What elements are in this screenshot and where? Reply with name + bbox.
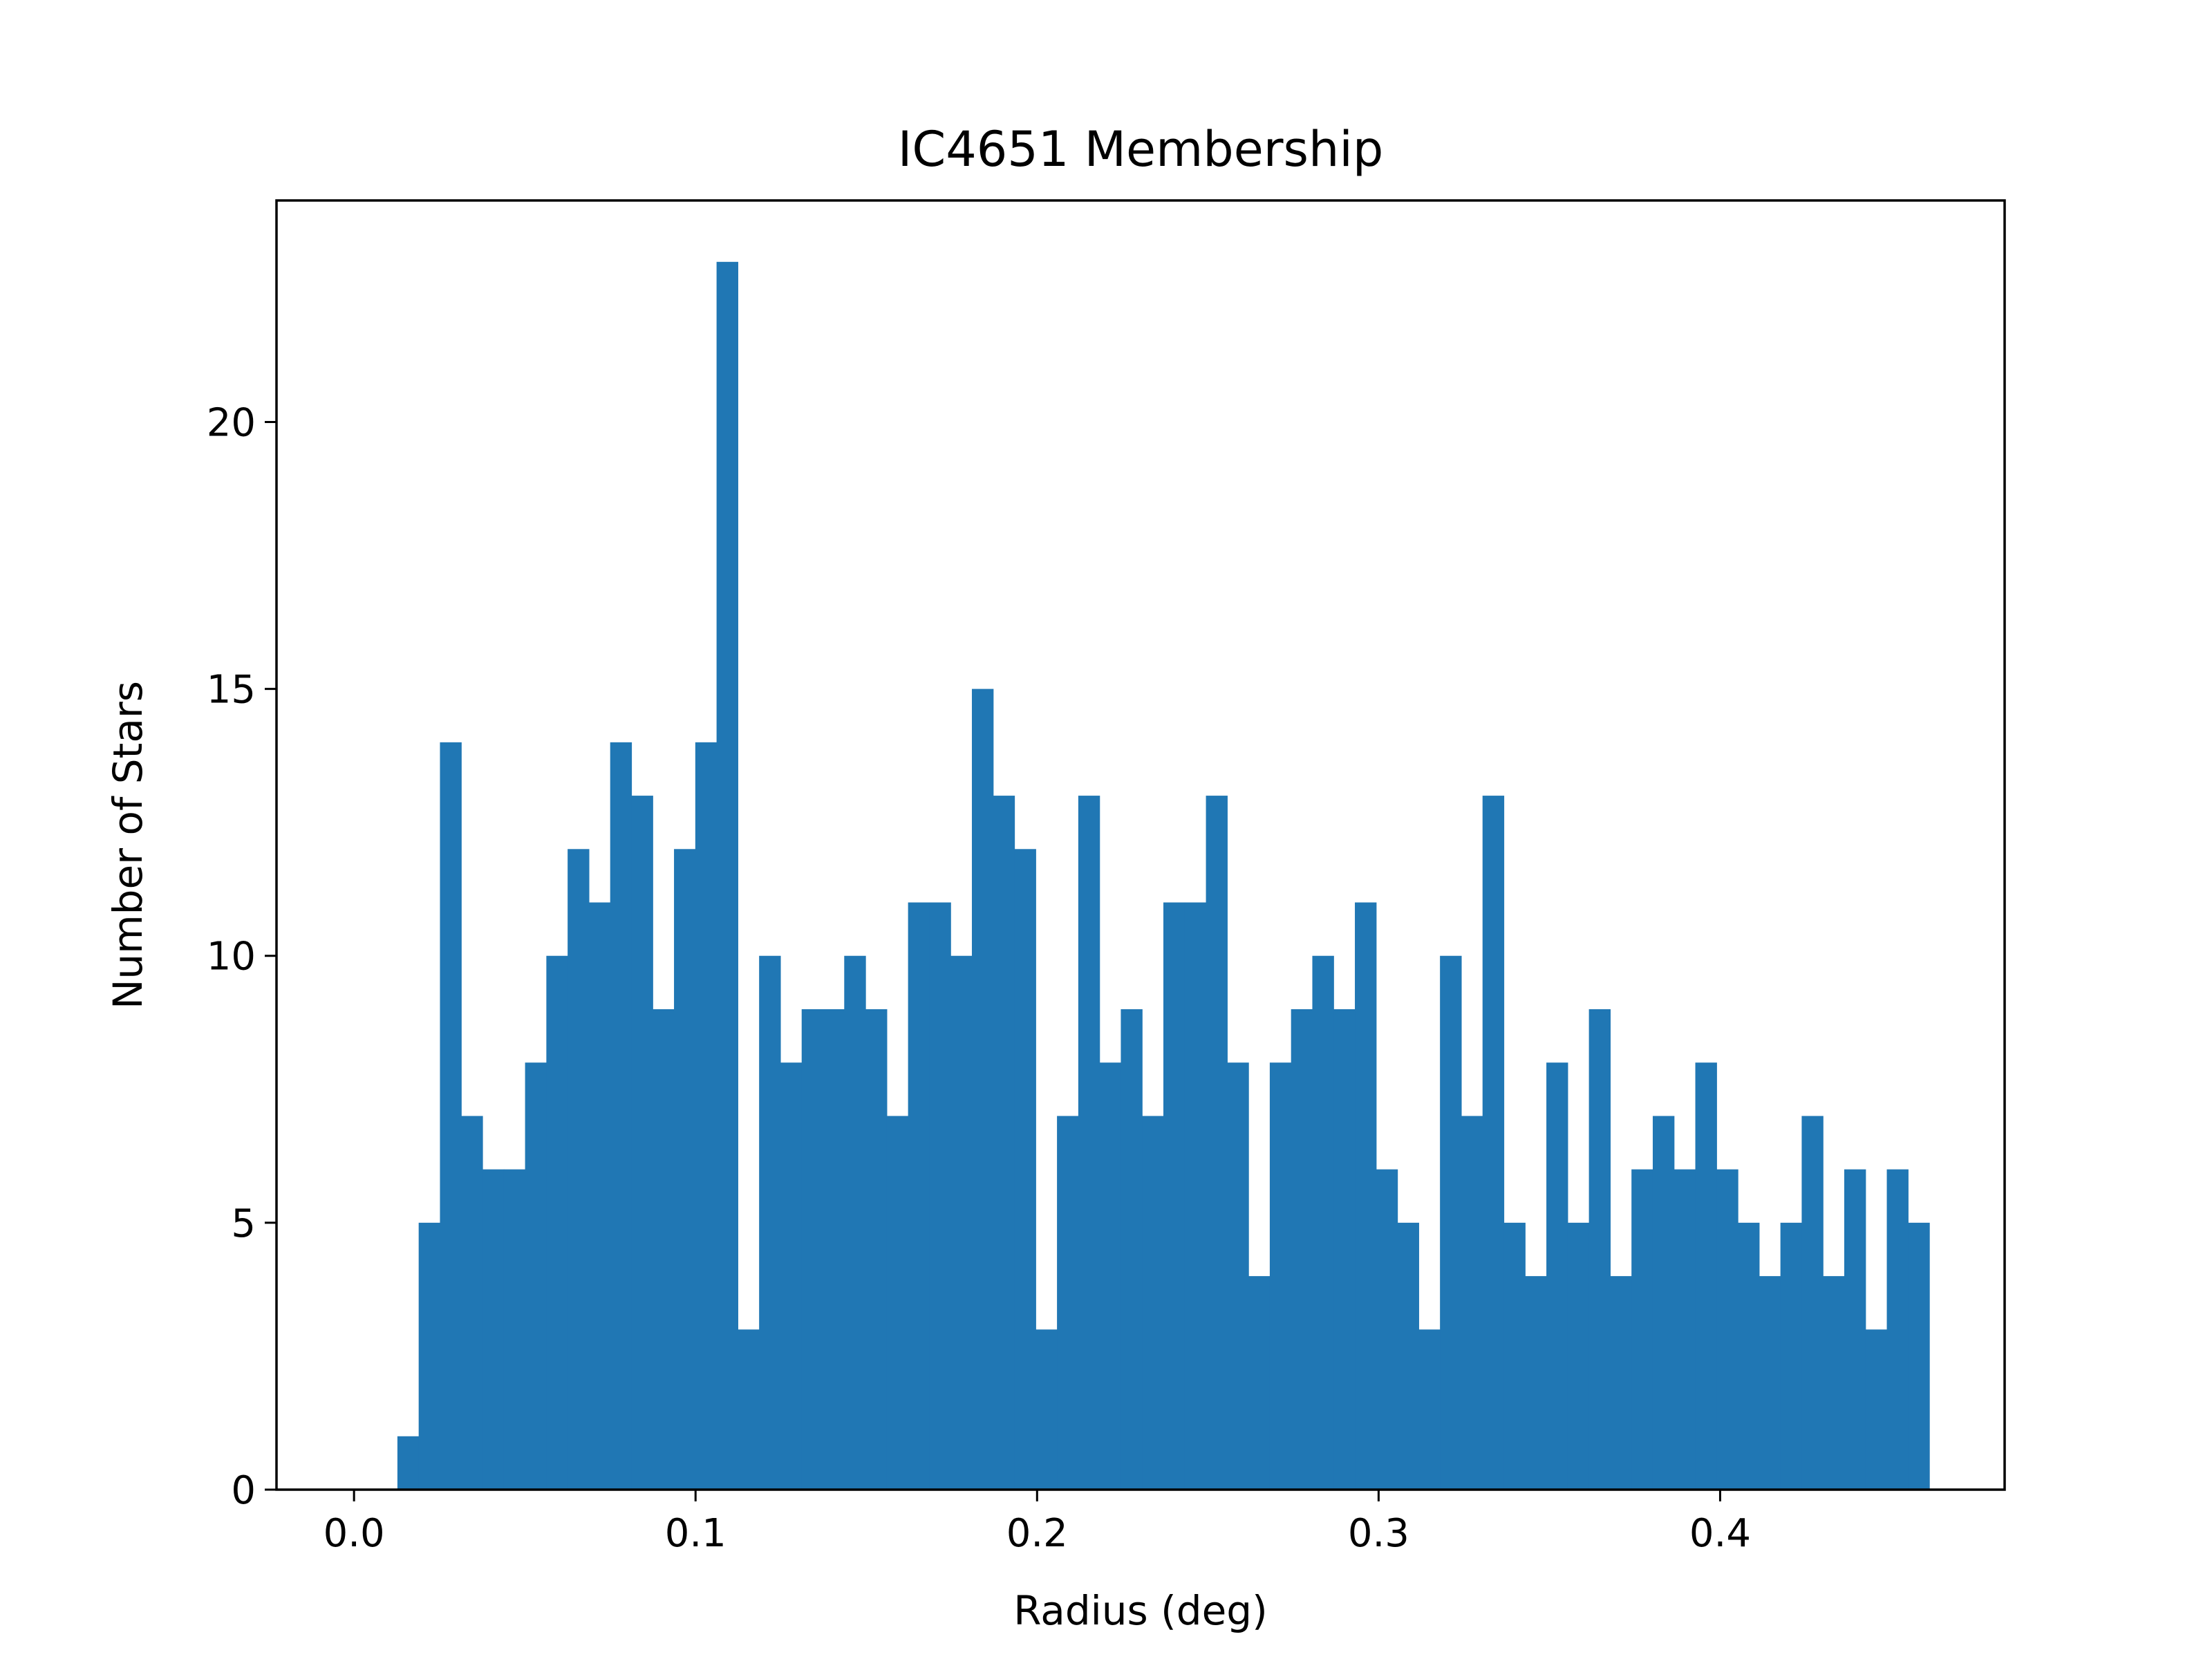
histogram-bar	[1823, 1276, 1845, 1490]
bars-group	[397, 261, 1930, 1490]
histogram-bar	[759, 955, 781, 1490]
histogram-bar	[1376, 1169, 1398, 1490]
histogram-bar	[1291, 1009, 1313, 1490]
histogram-bar	[1461, 1116, 1483, 1490]
histogram-bar	[1312, 955, 1334, 1490]
histogram-bar	[950, 955, 973, 1490]
y-tick-label: 10	[207, 935, 256, 980]
histogram-bar	[588, 902, 611, 1490]
histogram-bar	[1525, 1276, 1547, 1490]
y-tick-label: 15	[207, 668, 256, 713]
y-axis-label: Number of Stars	[104, 681, 151, 1009]
histogram-bar	[1099, 1062, 1122, 1490]
x-axis-label: Radius (deg)	[1013, 1587, 1267, 1634]
x-axis-ticks: 0.0 0.1 0.2 0.3 0.4	[324, 1490, 1751, 1556]
histogram-bar	[674, 849, 696, 1490]
histogram-bar	[1610, 1276, 1632, 1490]
histogram-bar	[971, 688, 994, 1490]
x-tick-label: 0.3	[1348, 1511, 1409, 1556]
histogram-bar	[1355, 902, 1377, 1490]
histogram-bar	[461, 1116, 483, 1490]
histogram-bar	[1035, 1329, 1058, 1490]
histogram-bar	[397, 1436, 420, 1490]
y-axis-ticks: 0 5 10 15 20	[207, 400, 276, 1513]
histogram-bar	[1184, 902, 1207, 1490]
histogram-bar	[1908, 1222, 1930, 1490]
histogram-bar	[631, 796, 653, 1490]
histogram-bar	[1652, 1116, 1675, 1490]
histogram-bar	[865, 1009, 888, 1490]
histogram-bar	[1801, 1116, 1824, 1490]
histogram-bar	[1078, 796, 1100, 1490]
plot-frame	[275, 199, 2006, 1491]
y-tick-label: 20	[207, 400, 256, 445]
histogram-bar	[929, 902, 951, 1490]
histogram-bar	[1780, 1222, 1803, 1490]
histogram-bar	[908, 902, 930, 1490]
histogram-bar	[1227, 1062, 1249, 1490]
x-tick-label: 0.0	[324, 1511, 385, 1556]
histogram-bar	[844, 955, 866, 1490]
histogram-bar	[1567, 1222, 1590, 1490]
histogram-bar	[610, 742, 632, 1490]
histogram-bar	[1057, 1116, 1079, 1490]
histogram-bar	[482, 1169, 505, 1490]
histogram-bar	[886, 1116, 909, 1490]
histogram-bar	[1014, 849, 1036, 1490]
histogram-bar	[1844, 1169, 1866, 1490]
histogram-bar	[1674, 1169, 1696, 1490]
histogram-bar	[823, 1009, 845, 1490]
histogram-bar	[1759, 1276, 1781, 1490]
histogram-bar	[801, 1009, 824, 1490]
histogram-bar	[1248, 1276, 1271, 1490]
histogram-bar	[1588, 1009, 1611, 1490]
x-tick-label: 0.2	[1006, 1511, 1068, 1556]
y-tick-label: 0	[231, 1468, 256, 1513]
histogram-bar	[1738, 1222, 1760, 1490]
histogram-bar	[1163, 902, 1185, 1490]
x-tick-label: 0.1	[665, 1511, 727, 1556]
histogram-bar	[1440, 955, 1462, 1490]
histogram-bar	[695, 742, 718, 1490]
histogram-bar	[1333, 1009, 1356, 1490]
histogram-bar	[716, 261, 738, 1490]
x-tick-label: 0.4	[1689, 1511, 1751, 1556]
histogram-bar	[568, 849, 590, 1490]
histogram-bar	[1695, 1062, 1717, 1490]
chart-title: IC4651 Membership	[898, 121, 1384, 178]
histogram-bar	[1503, 1222, 1526, 1490]
histogram-bar	[653, 1009, 675, 1490]
histogram-bar	[1269, 1062, 1292, 1490]
histogram-bar	[1631, 1169, 1653, 1490]
histogram-bar	[1546, 1062, 1568, 1490]
histogram-bar	[1206, 796, 1228, 1490]
histogram-bar	[1865, 1329, 1888, 1490]
y-tick-label: 5	[231, 1201, 256, 1246]
histogram-bar	[1418, 1329, 1441, 1490]
histogram-bar	[418, 1222, 441, 1490]
histogram-bar	[780, 1062, 803, 1490]
histogram-bar	[525, 1062, 547, 1490]
histogram-bar	[1886, 1169, 1909, 1490]
histogram-bar	[1121, 1009, 1143, 1490]
histogram-bar	[1142, 1116, 1164, 1490]
histogram-bar	[993, 796, 1015, 1490]
histogram-bar	[440, 742, 462, 1490]
histogram-bar	[1397, 1222, 1419, 1490]
histogram-bar	[738, 1329, 760, 1490]
histogram-bar	[503, 1169, 526, 1490]
histogram-bar	[1482, 796, 1505, 1490]
histogram-bar	[1716, 1169, 1738, 1490]
histogram-bar	[546, 955, 568, 1490]
